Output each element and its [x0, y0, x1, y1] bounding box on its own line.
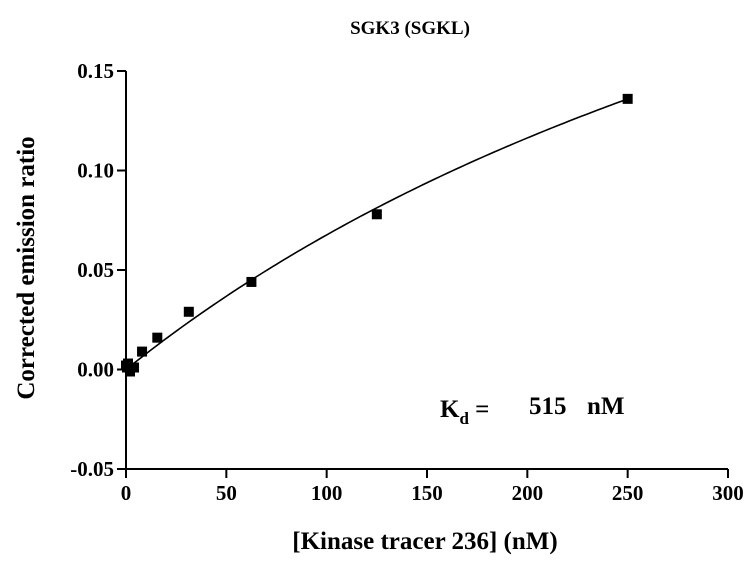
x-tick-label: 50: [216, 481, 237, 505]
data-point: [622, 93, 633, 104]
y-tick-label: 0.15: [77, 59, 114, 83]
x-tick-label: 250: [612, 481, 644, 505]
y-tick-label: -0.05: [70, 457, 114, 481]
svg-text:Kd =: Kd =: [440, 396, 489, 428]
kd-unit: nM: [587, 393, 625, 420]
fit-curve: [125, 98, 628, 371]
kd-annotation: Kd = 515 nM: [440, 393, 625, 428]
x-tick-label: 150: [411, 481, 443, 505]
y-axis-label: Corrected emission ratio: [13, 136, 40, 399]
kd-subscript: d: [459, 409, 469, 428]
data-point: [123, 358, 134, 369]
data-point: [371, 209, 382, 220]
y-axis: -0.05 0.00 0.05 0.10 0.15: [70, 59, 127, 481]
x-axis-label: [Kinase tracer 236] (nM): [292, 528, 557, 555]
y-tick-label: 0.10: [77, 159, 114, 183]
data-point: [183, 306, 194, 317]
data-point: [152, 332, 163, 343]
x-tick-label: 100: [311, 481, 343, 505]
y-tick-label: 0.00: [77, 358, 114, 382]
data-point: [246, 276, 257, 287]
chart-title: SGK3 (SGKL): [350, 18, 470, 39]
data-points: [121, 93, 633, 377]
x-tick-label: 200: [512, 481, 544, 505]
kd-value: 515: [529, 393, 567, 420]
kd-symbol: K: [440, 396, 460, 423]
y-tick-label: 0.05: [77, 258, 114, 282]
x-tick-label: 0: [121, 481, 132, 505]
data-point: [137, 346, 148, 357]
x-axis: 0 50 100 150 200 250 300: [121, 468, 744, 505]
x-tick-label: 300: [712, 481, 744, 505]
kd-equals: =: [469, 396, 490, 423]
data-point: [129, 362, 140, 373]
